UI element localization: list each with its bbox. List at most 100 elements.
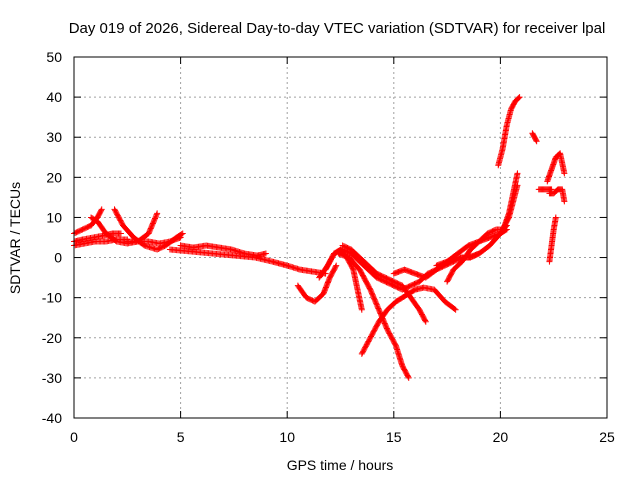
tick-layer: -40 -30 -20 -10 0 10 20 30 40 50 0 5 10 15 20 25 <box>42 49 615 445</box>
data-series-pass-18 <box>495 94 523 169</box>
grid-layer <box>74 57 607 418</box>
data-point <box>382 321 389 328</box>
data-point <box>379 314 386 321</box>
data-point <box>375 305 382 312</box>
data-series-pass-16 <box>444 222 510 285</box>
data-point <box>381 320 388 327</box>
data-point <box>178 231 185 238</box>
data-point <box>370 294 377 301</box>
x-tick-label: 5 <box>177 429 185 445</box>
data-point <box>146 229 153 236</box>
data-point <box>533 137 540 144</box>
data-point <box>422 318 429 325</box>
data-point <box>380 317 387 324</box>
data-point <box>368 289 375 296</box>
data-point <box>383 324 390 331</box>
data-point <box>98 207 105 214</box>
data-point <box>378 312 385 319</box>
data-point <box>377 310 384 317</box>
data-point <box>149 220 156 227</box>
data-point <box>152 214 159 221</box>
data-point <box>452 306 459 313</box>
data-point <box>152 215 159 222</box>
y-tick-label: 50 <box>46 49 62 65</box>
data-series-pass-09 <box>294 262 340 305</box>
y-tick-label: -20 <box>42 330 62 346</box>
data-point <box>514 170 521 177</box>
y-tick-label: 10 <box>46 209 62 225</box>
data-point <box>367 287 374 294</box>
data-point <box>372 297 379 304</box>
data-series-pass-24 <box>546 186 568 205</box>
data-point <box>369 291 376 298</box>
data-point <box>376 309 383 316</box>
data-series-pass-12 <box>339 242 429 325</box>
data-point <box>515 94 522 101</box>
data-point <box>373 301 380 308</box>
x-tick-label: 25 <box>599 429 615 445</box>
data-series-pass-23 <box>544 150 568 185</box>
data-point <box>150 217 157 224</box>
plot-frame <box>73 56 608 419</box>
data-point <box>373 300 380 307</box>
y-tick-label: -40 <box>42 410 62 426</box>
data-point <box>378 311 385 318</box>
data-point <box>371 296 378 303</box>
data-point <box>262 250 269 257</box>
data-series-pass-20 <box>501 182 521 229</box>
data-point <box>358 306 365 313</box>
data-point <box>154 210 161 217</box>
data-point <box>149 221 156 228</box>
data-point <box>148 224 155 231</box>
data-series-pass-25 <box>546 214 559 265</box>
data-point <box>332 263 339 270</box>
data-series-pass-08 <box>166 246 329 277</box>
x-tick-label: 0 <box>70 429 78 445</box>
data-point <box>145 230 152 237</box>
data-point <box>552 214 559 221</box>
data-point <box>451 305 458 312</box>
data-point <box>153 212 160 219</box>
data-point <box>150 219 157 226</box>
y-tick-label: -30 <box>42 370 62 386</box>
y-tick-label: 0 <box>54 250 62 266</box>
data-point <box>533 138 540 145</box>
data-point <box>147 226 154 233</box>
data-point <box>153 211 160 218</box>
data-point <box>375 306 382 313</box>
data-point <box>151 216 158 223</box>
data-point <box>177 234 184 241</box>
data-point <box>370 292 377 299</box>
data-point <box>179 230 186 237</box>
data-point <box>382 322 389 329</box>
data-point <box>422 317 429 324</box>
data-point <box>372 299 379 306</box>
data-point <box>371 295 378 302</box>
data-point <box>146 227 153 234</box>
y-tick-label: -10 <box>42 290 62 306</box>
y-tick-label: 40 <box>46 89 62 105</box>
data-point <box>561 198 568 205</box>
data-point <box>516 94 523 101</box>
y-tick-label: 30 <box>46 129 62 145</box>
data-point <box>374 304 381 311</box>
data-point <box>367 286 374 293</box>
data-point <box>514 182 521 189</box>
data-point <box>381 319 388 326</box>
data-point <box>405 374 412 381</box>
data-series-pass-21 <box>529 130 540 145</box>
data-point <box>374 302 381 309</box>
data-point <box>380 316 387 323</box>
chart-title: Day 019 of 2026, Sidereal Day-to-day VTE… <box>69 20 606 37</box>
data-point <box>349 265 356 272</box>
data-point <box>148 222 155 229</box>
data-point <box>98 206 105 213</box>
data-point <box>117 230 124 237</box>
data-layer <box>71 94 568 381</box>
data-point <box>379 315 386 322</box>
data-point <box>368 290 375 297</box>
x-tick-label: 15 <box>386 429 402 445</box>
data-point <box>147 225 154 232</box>
